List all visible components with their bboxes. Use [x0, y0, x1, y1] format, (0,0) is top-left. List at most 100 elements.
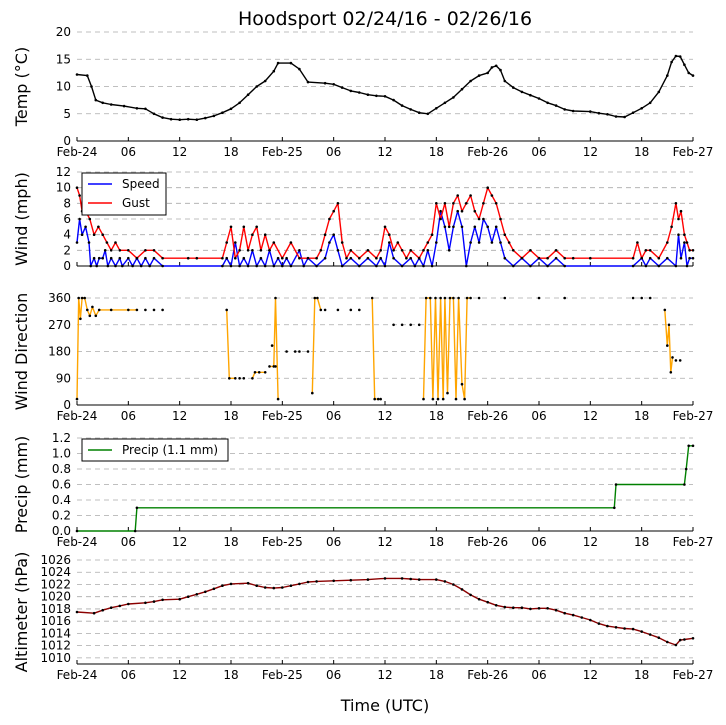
- data-point: [109, 103, 113, 106]
- x-tick-label: 06: [531, 668, 546, 682]
- data-point: [101, 233, 104, 236]
- legend-entry: Precip (1.1 mm): [122, 443, 218, 457]
- data-point: [131, 264, 134, 268]
- data-point: [340, 264, 344, 268]
- direction-point: [424, 296, 428, 300]
- data-point: [315, 580, 318, 583]
- data-point: [648, 101, 652, 105]
- data-point: [477, 217, 481, 221]
- data-point: [92, 611, 96, 615]
- x-tick-label: 18: [634, 145, 649, 159]
- data-point: [375, 264, 378, 268]
- data-point: [456, 209, 460, 213]
- data-point: [289, 584, 293, 587]
- data-point: [255, 85, 258, 88]
- direction-point: [537, 296, 541, 300]
- data-point: [152, 600, 156, 603]
- data-point: [631, 111, 635, 114]
- data-point: [400, 104, 404, 107]
- data-point: [670, 225, 673, 229]
- direction-point: [376, 397, 380, 401]
- data-point: [212, 114, 216, 118]
- data-point: [281, 256, 284, 260]
- data-point: [276, 256, 280, 260]
- data-point: [486, 225, 490, 229]
- data-point: [674, 54, 678, 58]
- y-tick-label: 1024: [40, 565, 71, 579]
- data-point: [383, 95, 387, 98]
- data-point: [452, 202, 455, 205]
- direction-point: [457, 296, 460, 300]
- data-point: [109, 249, 113, 252]
- y-tick-label: 6: [63, 212, 71, 226]
- data-point: [447, 225, 451, 229]
- panel-precipitation: 0.00.2 0.40.6 0.81.0 1.2 Feb-24 06 12 18 Feb-25 0…: [12, 431, 713, 549]
- data-point: [298, 582, 301, 586]
- data-point: [263, 79, 267, 83]
- data-point: [135, 107, 139, 110]
- data-point: [490, 66, 494, 69]
- data-point: [95, 264, 98, 268]
- data-point: [685, 264, 689, 268]
- data-point: [460, 225, 464, 229]
- data-point: [379, 256, 383, 260]
- data-point: [92, 233, 96, 236]
- data-point: [477, 241, 481, 244]
- data-point: [490, 241, 494, 244]
- direction-line: [422, 297, 471, 400]
- direction-point: [323, 308, 327, 312]
- data-point: [139, 264, 143, 268]
- data-point: [447, 249, 451, 252]
- data-point: [383, 577, 387, 580]
- data-point: [473, 225, 477, 229]
- data-point: [571, 613, 575, 617]
- data-point: [186, 117, 190, 121]
- direction-point: [563, 296, 566, 300]
- y-tick-label: 10: [56, 80, 71, 94]
- data-point: [529, 264, 532, 268]
- data-point: [234, 256, 237, 260]
- data-point: [486, 186, 490, 189]
- data-point: [499, 68, 502, 72]
- y-axis-label: Altimeter (hPa): [12, 552, 31, 673]
- y-tick-label: 10: [56, 181, 71, 195]
- data-point: [272, 241, 276, 244]
- data-point: [328, 241, 331, 244]
- direction-point: [358, 308, 361, 312]
- y-tick-label: 2: [63, 243, 71, 257]
- data-point: [251, 249, 254, 252]
- data-point: [78, 217, 81, 221]
- x-tick-label: 06: [326, 535, 341, 549]
- data-point: [127, 249, 130, 252]
- data-point: [229, 225, 233, 229]
- data-point: [512, 86, 515, 89]
- data-point: [242, 256, 246, 260]
- data-point: [426, 241, 430, 244]
- data-point: [315, 256, 318, 260]
- data-point: [161, 264, 164, 268]
- direction-point: [441, 397, 445, 401]
- legend-box: [81, 172, 167, 216]
- direction-point: [253, 371, 257, 374]
- legend-entry: Speed: [122, 177, 160, 191]
- data-point: [409, 108, 413, 111]
- data-point: [409, 249, 413, 252]
- data-point: [623, 627, 626, 630]
- data-point: [512, 249, 515, 252]
- direction-point: [443, 296, 447, 300]
- x-tick-label: Feb-26: [467, 668, 508, 682]
- data-point: [323, 233, 327, 236]
- x-tick-label: 18: [634, 535, 649, 549]
- direction-point: [640, 296, 643, 300]
- x-tick-label: Feb-25: [262, 409, 303, 423]
- data-point: [349, 249, 353, 252]
- x-tick-label: Feb-25: [262, 668, 303, 682]
- direction-point: [452, 296, 455, 300]
- direction-point: [503, 296, 507, 300]
- data-point: [392, 249, 395, 252]
- data-point: [97, 225, 100, 229]
- x-tick-label: Feb-27: [673, 535, 714, 549]
- data-point: [80, 233, 84, 236]
- x-tick-label: 12: [377, 145, 392, 159]
- x-tick-label: 18: [634, 668, 649, 682]
